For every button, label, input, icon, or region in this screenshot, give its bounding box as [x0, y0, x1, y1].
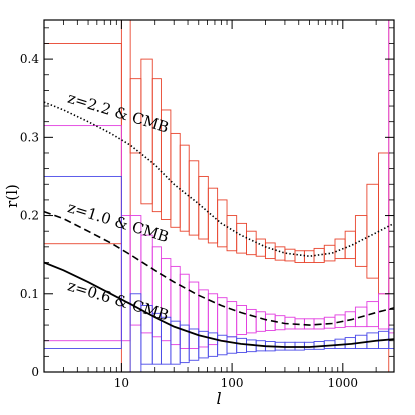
error-box-2-0 — [44, 175, 122, 349]
error-box-0-18 — [284, 248, 296, 262]
error-box-1-13 — [236, 305, 247, 335]
error-box-0-17 — [274, 246, 286, 261]
x-tick-label-1: 100 — [221, 376, 244, 390]
error-box-1-4 — [151, 246, 162, 338]
axis-ticks-layer: 10 100 1000 0 0.1 0.2 0.3 0.4 — [20, 20, 394, 390]
error-box-0-16 — [264, 242, 276, 260]
error-box-0-4 — [151, 78, 162, 213]
error-box-0-27 — [378, 152, 390, 295]
error-box-0-1 — [120, 20, 131, 372]
error-box-0-6 — [170, 132, 181, 228]
error-box-1-16 — [264, 313, 276, 331]
error-boxes-layer — [44, 20, 394, 372]
error-box-1-9 — [198, 289, 209, 348]
error-box-2-13 — [236, 337, 247, 353]
plot-frame — [43, 19, 395, 373]
error-box-1-12 — [226, 301, 238, 338]
error-box-0-7 — [179, 144, 190, 232]
y-tick-label-0: 0 — [31, 365, 39, 379]
error-box-0-11 — [217, 199, 228, 248]
y-tick-label-1: 0.1 — [20, 287, 39, 301]
error-box-0-25 — [354, 215, 368, 267]
theory-curves-layer — [44, 101, 394, 348]
error-box-0-24 — [344, 230, 356, 260]
error-box-0-13 — [236, 222, 247, 254]
error-box-1-0 — [44, 125, 122, 342]
error-box-1-28 — [388, 20, 394, 334]
y-tick-label-2: 0.2 — [20, 209, 39, 223]
curve-0 — [44, 101, 394, 258]
error-box-0-9 — [198, 175, 209, 240]
error-box-2-12 — [226, 336, 238, 354]
error-box-1-6 — [170, 265, 181, 346]
y-tick-label-4: 0.4 — [20, 52, 39, 66]
error-box-0-19 — [294, 250, 305, 263]
x-tick-label-0: 10 — [114, 376, 129, 390]
curve-annotation-0: z=2.2 & CMB — [65, 89, 171, 137]
error-box-1-22 — [323, 316, 336, 329]
error-box-1-20 — [303, 318, 315, 330]
error-box-1-15 — [255, 311, 266, 332]
error-box-1-14 — [246, 308, 257, 334]
error-box-0-14 — [246, 230, 257, 256]
error-box-2-20 — [303, 341, 315, 350]
curve-2 — [44, 261, 394, 348]
error-box-0-23 — [334, 238, 346, 260]
error-box-2-11 — [217, 334, 228, 356]
x-tick-label-2: 1000 — [328, 376, 359, 390]
error-box-0-28 — [388, 20, 394, 372]
error-box-0-20 — [303, 250, 315, 263]
curve-annotation-1: z=1.0 & CMB — [65, 198, 171, 246]
y-tick-label-3: 0.3 — [20, 130, 39, 144]
error-box-0-12 — [226, 215, 238, 252]
y-axis-label: r(l) — [3, 184, 21, 208]
error-box-0-15 — [255, 238, 266, 257]
error-box-1-5 — [160, 258, 172, 342]
curve-1 — [44, 210, 394, 326]
curve-annotation-2: z=0.6 & CMB — [65, 277, 171, 325]
x-axis-label: l — [216, 389, 221, 408]
error-box-0-26 — [366, 183, 379, 279]
curve-annotations-layer: z=2.2 & CMB z=1.0 & CMB z=0.6 & CMB — [65, 89, 171, 325]
